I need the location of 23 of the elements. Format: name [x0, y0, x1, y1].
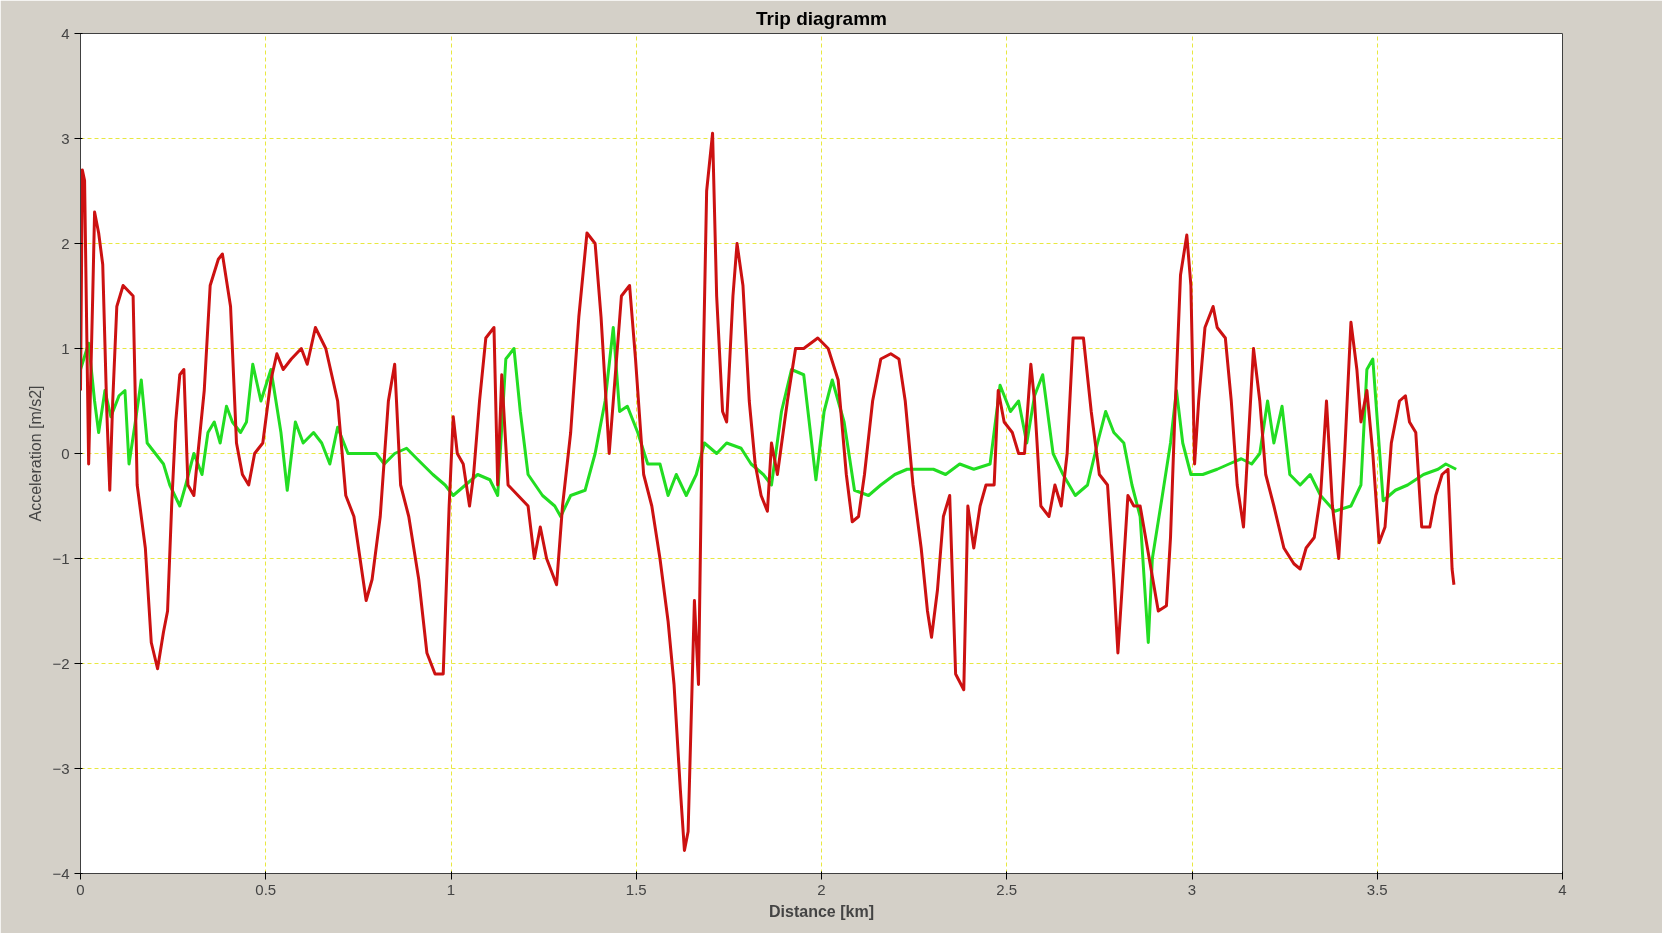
- line-series: [80, 131, 1456, 852]
- y-tick-label: 0: [61, 444, 70, 462]
- y-tick-label: 4: [61, 24, 70, 42]
- y-tick-label: 3: [61, 129, 70, 147]
- y-tick-label: 1: [61, 339, 70, 357]
- x-tick-label: 2.5: [996, 880, 1018, 898]
- x-tick-label: 1.5: [625, 880, 647, 898]
- y-tick-label: −4: [52, 864, 70, 882]
- line-series: [80, 326, 1458, 644]
- y-tick-label: 2: [61, 234, 70, 252]
- x-tick-label: 0.5: [255, 880, 277, 898]
- y-tick-label: −3: [52, 759, 70, 777]
- x-tick-label: 3.5: [1366, 880, 1388, 898]
- y-tick-label: −1: [52, 549, 70, 567]
- x-tick-label: 1: [446, 880, 456, 898]
- x-tick-label: 2: [817, 880, 826, 898]
- y-axis-title: Acceleration [m/s2]: [27, 385, 45, 522]
- x-tick-label: 4: [1558, 880, 1567, 898]
- x-tick-label: 0: [76, 880, 85, 898]
- y-tick-label: −2: [52, 654, 70, 672]
- x-tick-label: 3: [1187, 880, 1197, 898]
- x-axis-title: Distance [km]: [769, 902, 874, 920]
- chart-title: Trip diagramm: [756, 7, 887, 29]
